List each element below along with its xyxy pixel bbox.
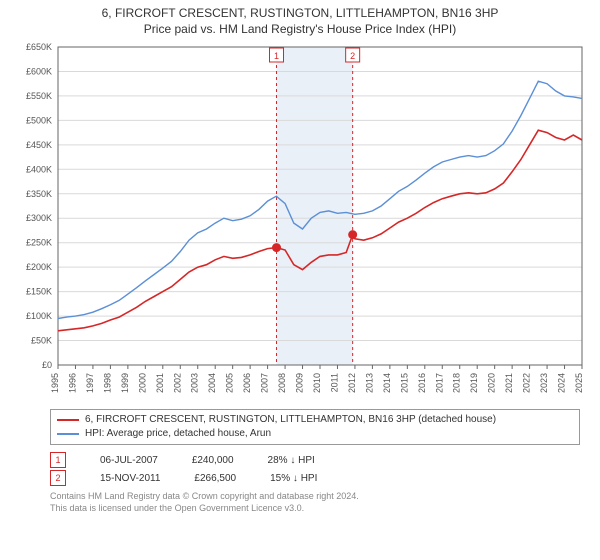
svg-text:2014: 2014: [382, 373, 392, 393]
svg-text:2008: 2008: [277, 373, 287, 393]
marker-row: 1 06-JUL-2007 £240,000 28% ↓ HPI: [50, 451, 580, 469]
legend-swatch: [57, 419, 79, 421]
svg-text:2003: 2003: [190, 373, 200, 393]
legend: 6, FIRCROFT CRESCENT, RUSTINGTON, LITTLE…: [50, 409, 580, 445]
svg-text:2023: 2023: [539, 373, 549, 393]
svg-text:£100K: £100K: [26, 311, 52, 321]
price-chart: £0 £50K £100K £150K £200K £250K £300K £350K £400…: [10, 41, 590, 403]
svg-text:£300K: £300K: [26, 213, 52, 223]
svg-text:£50K: £50K: [31, 336, 52, 346]
attribution: Contains HM Land Registry data © Crown c…: [50, 491, 580, 514]
svg-text:2022: 2022: [522, 373, 532, 393]
svg-text:2017: 2017: [434, 373, 444, 393]
svg-text:2025: 2025: [574, 373, 584, 393]
svg-text:2000: 2000: [137, 373, 147, 393]
legend-item-hpi: HPI: Average price, detached house, Arun: [57, 427, 573, 441]
svg-text:£200K: £200K: [26, 262, 52, 272]
svg-text:1998: 1998: [102, 373, 112, 393]
chart-title-line1: 6, FIRCROFT CRESCENT, RUSTINGTON, LITTLE…: [10, 6, 590, 22]
svg-text:2020: 2020: [487, 373, 497, 393]
legend-label: 6, FIRCROFT CRESCENT, RUSTINGTON, LITTLE…: [85, 413, 496, 427]
svg-text:£400K: £400K: [26, 164, 52, 174]
marker-badge: 2: [50, 470, 66, 486]
svg-text:2016: 2016: [417, 373, 427, 393]
legend-item-property: 6, FIRCROFT CRESCENT, RUSTINGTON, LITTLE…: [57, 413, 573, 427]
svg-text:£450K: £450K: [26, 140, 52, 150]
marker-date: 15-NOV-2011: [100, 473, 160, 484]
attribution-line2: This data is licensed under the Open Gov…: [50, 503, 580, 515]
svg-text:£150K: £150K: [26, 287, 52, 297]
svg-text:£350K: £350K: [26, 189, 52, 199]
svg-text:2019: 2019: [469, 373, 479, 393]
marker-badge: 1: [50, 452, 66, 468]
marker-row: 2 15-NOV-2011 £266,500 15% ↓ HPI: [50, 469, 580, 487]
svg-text:1999: 1999: [120, 373, 130, 393]
svg-text:2012: 2012: [347, 373, 357, 393]
marker-price: £240,000: [192, 455, 234, 466]
svg-text:1995: 1995: [50, 373, 60, 393]
svg-text:2015: 2015: [399, 373, 409, 393]
marker-price: £266,500: [194, 473, 236, 484]
svg-text:2002: 2002: [172, 373, 182, 393]
svg-text:£600K: £600K: [26, 67, 52, 77]
svg-text:£650K: £650K: [26, 42, 52, 52]
legend-swatch: [57, 433, 79, 435]
svg-text:£0: £0: [42, 360, 52, 370]
svg-text:2006: 2006: [242, 373, 252, 393]
marker-date: 06-JUL-2007: [100, 455, 158, 466]
marker-pct: 15% ↓ HPI: [270, 473, 317, 484]
svg-text:2: 2: [350, 51, 355, 61]
svg-text:1996: 1996: [67, 373, 77, 393]
marker-table: 1 06-JUL-2007 £240,000 28% ↓ HPI 2 15-NO…: [50, 451, 580, 487]
svg-text:£550K: £550K: [26, 91, 52, 101]
svg-text:2018: 2018: [452, 373, 462, 393]
svg-text:1: 1: [274, 51, 279, 61]
legend-label: HPI: Average price, detached house, Arun: [85, 427, 271, 441]
svg-text:2010: 2010: [312, 373, 322, 393]
svg-text:2013: 2013: [364, 373, 374, 393]
marker-pct: 28% ↓ HPI: [268, 455, 315, 466]
svg-text:2004: 2004: [207, 373, 217, 393]
svg-text:2001: 2001: [155, 373, 165, 393]
svg-text:2009: 2009: [295, 373, 305, 393]
svg-text:1997: 1997: [85, 373, 95, 393]
svg-text:£500K: £500K: [26, 116, 52, 126]
svg-text:2011: 2011: [329, 373, 339, 392]
svg-text:2005: 2005: [225, 373, 235, 393]
chart-title-line2: Price paid vs. HM Land Registry's House …: [10, 22, 590, 38]
svg-text:2007: 2007: [260, 373, 270, 393]
svg-text:2021: 2021: [504, 373, 514, 393]
svg-text:2024: 2024: [557, 373, 567, 393]
svg-text:£250K: £250K: [26, 238, 52, 248]
attribution-line1: Contains HM Land Registry data © Crown c…: [50, 491, 580, 503]
